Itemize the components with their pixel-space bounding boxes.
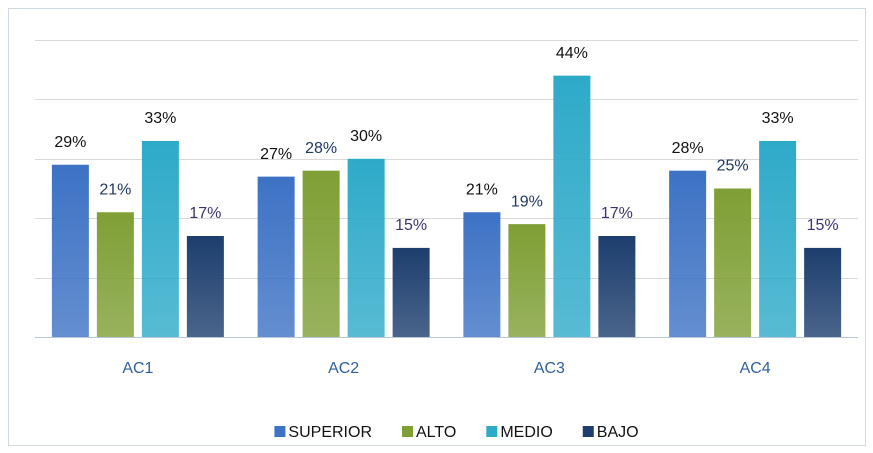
legend-label: BAJO: [597, 424, 639, 441]
bar: [302, 170, 340, 337]
bar: [347, 158, 385, 337]
data-label: 30%: [350, 128, 382, 145]
data-label: 21%: [99, 181, 131, 198]
bar: [759, 140, 797, 337]
data-label: 15%: [807, 217, 839, 234]
x-tick-label: AC1: [122, 360, 153, 377]
data-label: 17%: [601, 205, 633, 222]
data-label: 15%: [395, 217, 427, 234]
bar: [51, 164, 89, 337]
legend-swatch: [582, 426, 594, 437]
bar: [508, 224, 546, 337]
legend-label: SUPERIOR: [288, 424, 372, 441]
bar: [714, 188, 752, 337]
legend-swatch: [274, 426, 286, 437]
data-label: 33%: [762, 110, 794, 127]
bar: [463, 212, 501, 337]
data-label: 44%: [556, 45, 588, 62]
bar: [392, 247, 430, 337]
legend-swatch: [402, 426, 414, 437]
x-tick-label: AC2: [328, 360, 359, 377]
legend-label: ALTO: [416, 424, 456, 441]
bar: [141, 140, 179, 337]
bar: [598, 236, 636, 337]
bar: [553, 75, 591, 337]
bar: [669, 170, 707, 337]
bar: [96, 212, 134, 337]
data-label: 28%: [305, 140, 337, 157]
bar: [186, 236, 224, 337]
legend-label: MEDIO: [500, 424, 552, 441]
data-label: 17%: [189, 205, 221, 222]
data-label: 19%: [511, 193, 543, 210]
bar: [257, 176, 295, 337]
data-label: 28%: [672, 140, 704, 157]
data-label: 33%: [144, 110, 176, 127]
legend-swatch: [486, 426, 498, 437]
data-label: 21%: [466, 181, 498, 198]
data-label: 27%: [260, 146, 292, 163]
bar: [804, 247, 842, 337]
data-label: 29%: [54, 134, 86, 151]
data-label: 25%: [717, 158, 749, 175]
x-tick-label: AC3: [534, 360, 565, 377]
x-tick-label: AC4: [740, 360, 771, 377]
